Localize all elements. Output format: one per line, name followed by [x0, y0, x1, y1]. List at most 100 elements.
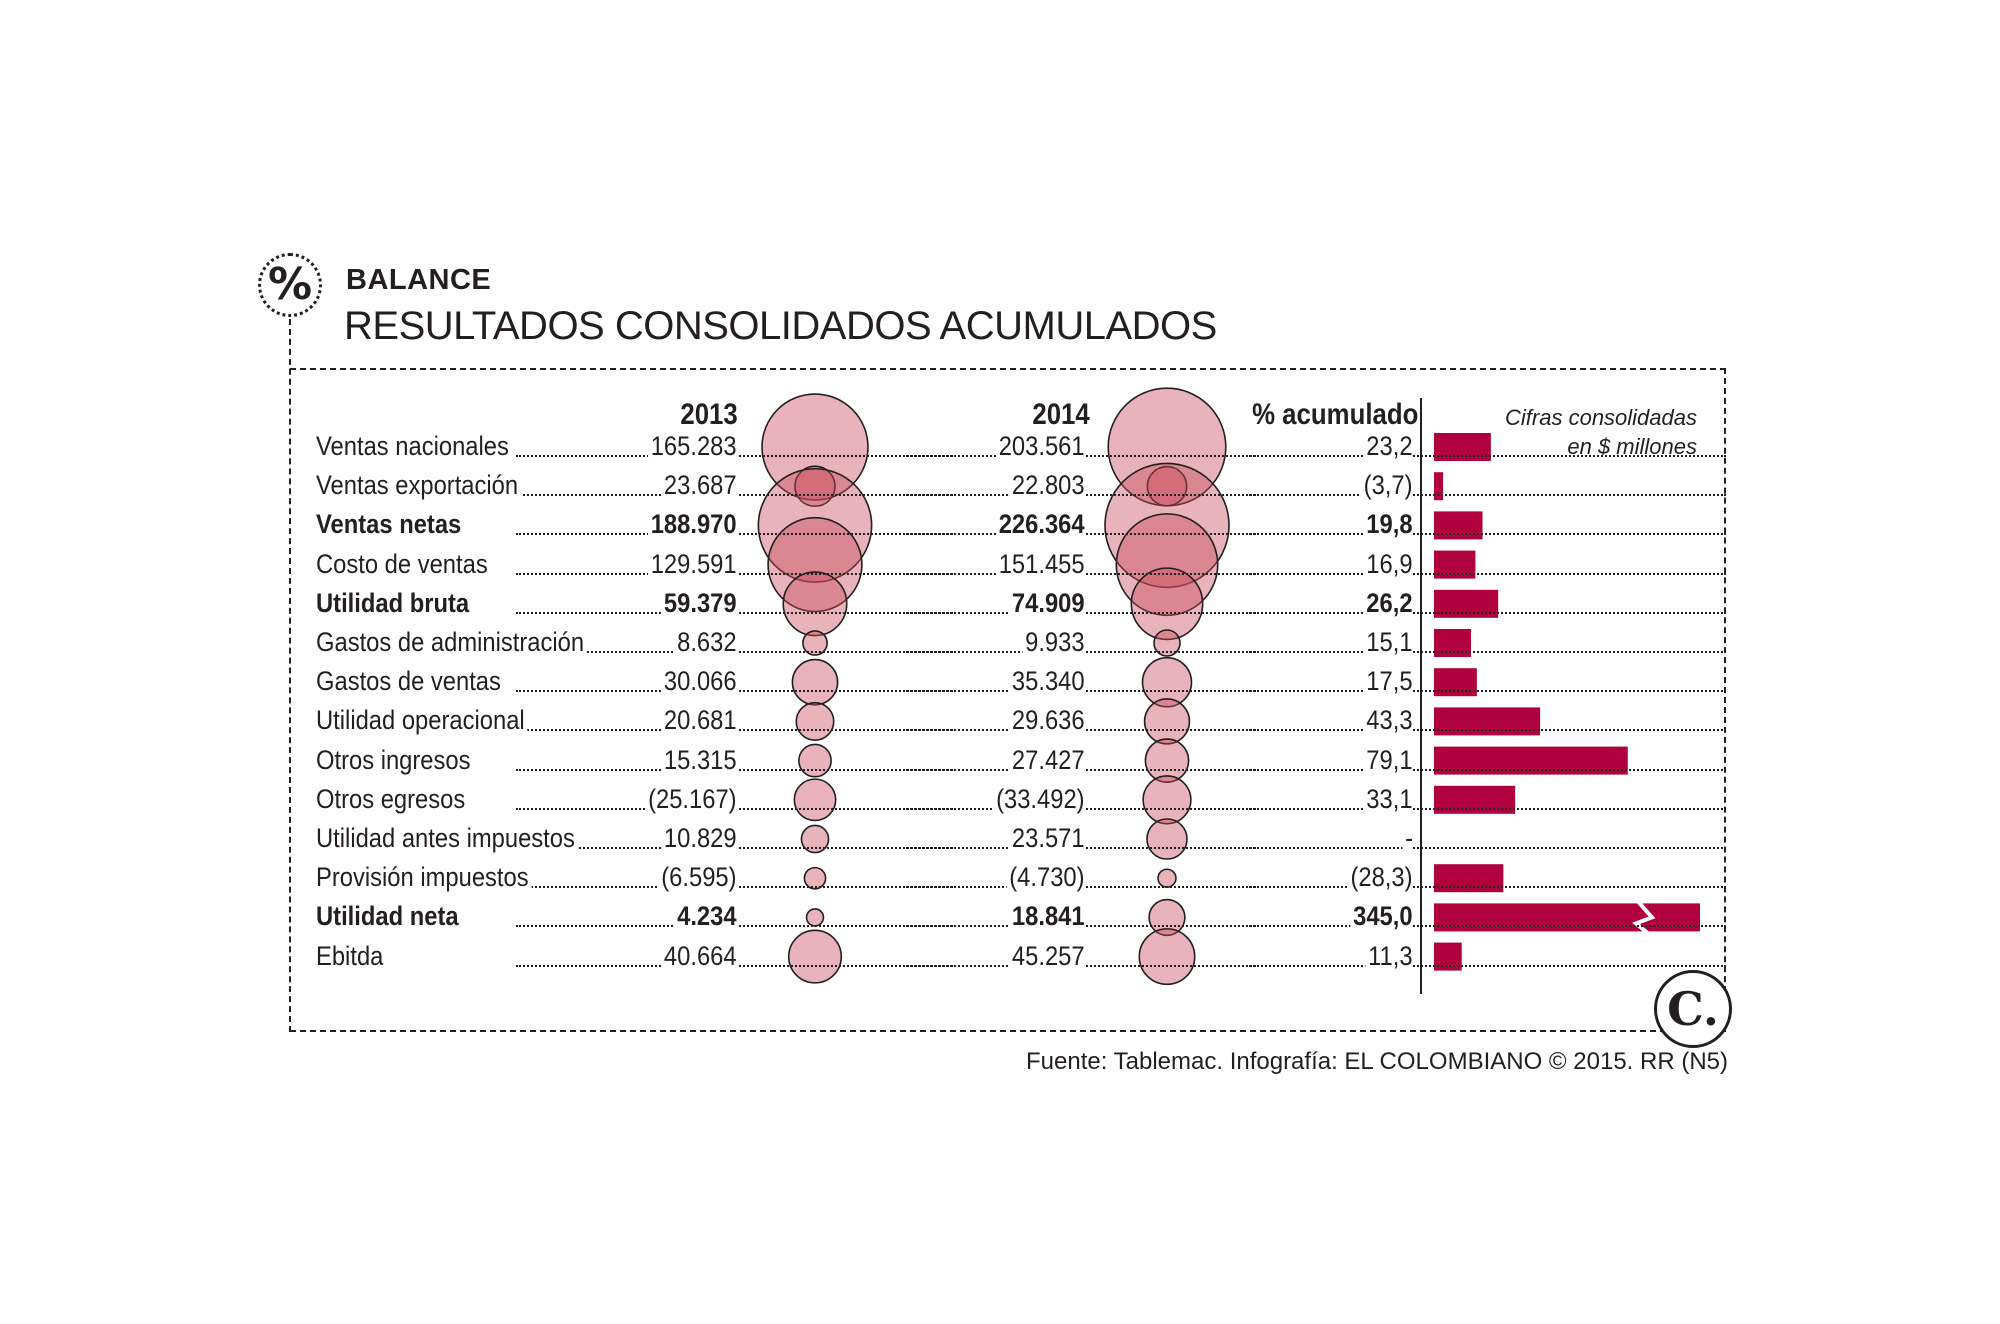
- leader-dots: [1246, 964, 1726, 967]
- el-colombiano-logo: C.: [1654, 970, 1732, 1048]
- units-note: Cifras consolidadas en $ millones: [1505, 403, 1697, 461]
- value-pct: (3,7): [1361, 470, 1413, 502]
- value-2014: 226.364: [996, 509, 1085, 541]
- table-row: Ebitda 40.664 45.257 11,3: [316, 940, 1726, 977]
- table-row: Costo de ventas 129.591 151.455 16,9: [316, 548, 1726, 585]
- header-2013: 2013: [680, 398, 738, 431]
- table-row: Provisión impuestos (6.595) (4.730) (28,3): [316, 862, 1726, 898]
- section-kicker: BALANCE: [346, 264, 492, 296]
- value-pct: 19,8: [1364, 509, 1413, 541]
- value-2013: 59.379: [661, 587, 737, 619]
- leader-dots: [1246, 494, 1726, 497]
- leader-dots: [1246, 925, 1726, 928]
- row-label: Utilidad bruta: [316, 587, 472, 619]
- row-label: Ventas nacionales: [316, 431, 512, 462]
- value-pct: 26,2: [1364, 587, 1413, 619]
- value-2013: 40.664: [661, 940, 737, 972]
- logo-letter: C.: [1667, 982, 1719, 1036]
- row-label: Costo de ventas: [316, 548, 491, 580]
- header-pct-acumulado: % acumulado: [1251, 398, 1418, 431]
- value-2014: (4.730): [1007, 862, 1085, 894]
- value-pct: 11,3: [1365, 940, 1413, 972]
- value-2014: 27.427: [1009, 744, 1085, 776]
- leader-dots: [1246, 729, 1726, 732]
- value-2013: (25.167): [645, 783, 737, 815]
- value-pct: 17,5: [1364, 666, 1413, 698]
- table-row: Otros egresos (25.167) (33.492) 33,1: [316, 783, 1726, 820]
- row-label: Gastos de administración: [316, 627, 587, 658]
- value-2014: (33.492): [993, 783, 1085, 815]
- leader-dots: [1246, 533, 1726, 536]
- table-row: Otros ingresos 15.315 27.427 79,1: [316, 744, 1726, 781]
- table-row: Utilidad bruta 59.379 74.909 26,2: [316, 587, 1726, 624]
- table-row: Utilidad neta 4.234 18.841 345,0: [316, 901, 1726, 937]
- source-credit: Fuente: Tablemac. Infografía: EL COLOMBI…: [1026, 1048, 1728, 1075]
- leader-dots: [1246, 807, 1726, 810]
- value-2013: 10.829: [661, 823, 737, 854]
- leader-dots: [1246, 847, 1726, 849]
- leader-dots: [1246, 886, 1726, 889]
- value-2014: 35.340: [1009, 666, 1085, 698]
- value-2013: 165.283: [648, 431, 737, 462]
- row-label: Gastos de ventas: [316, 666, 504, 698]
- row-label: Ventas exportación: [316, 470, 521, 502]
- frame-left-edge: [289, 319, 291, 1032]
- leader-dots: [1246, 455, 1726, 457]
- value-pct: -: [1402, 823, 1413, 854]
- value-pct: 23,2: [1364, 431, 1413, 462]
- table-row: Gastos de ventas 30.066 35.340 17,5: [316, 666, 1726, 702]
- leader-dots: [1246, 690, 1726, 693]
- value-pct: 15,1: [1364, 627, 1413, 658]
- value-pct: 43,3: [1364, 705, 1413, 737]
- value-2013: 15.315: [661, 744, 737, 776]
- value-2014: 18.841: [1009, 901, 1085, 933]
- value-pct: 345,0: [1350, 901, 1413, 933]
- value-pct: 79,1: [1364, 744, 1413, 776]
- value-2013: 4.234: [674, 901, 737, 933]
- value-pct: (28,3): [1348, 862, 1413, 894]
- value-2014: 29.636: [1009, 705, 1085, 737]
- table-row: Utilidad antes impuestos 10.829 23.571 -: [316, 823, 1726, 859]
- value-pct: 16,9: [1364, 548, 1413, 580]
- value-2013: 188.970: [648, 509, 737, 541]
- value-2014: 9.933: [1022, 627, 1085, 658]
- row-label: Otros egresos: [316, 783, 468, 815]
- row-label: Utilidad operacional: [316, 705, 528, 737]
- table-row: Ventas exportación 23.687 22.803 (3,7): [316, 470, 1726, 506]
- table-frame: [290, 368, 1726, 1032]
- row-label: Otros ingresos: [316, 744, 474, 776]
- row-label: Utilidad neta: [316, 901, 462, 933]
- row-label: Utilidad antes impuestos: [316, 823, 578, 854]
- value-2013: 30.066: [661, 666, 737, 698]
- leader-dots: [1246, 651, 1726, 653]
- table-row: Ventas nacionales 165.283 203.561 23,2: [316, 431, 1726, 467]
- value-pct: 33,1: [1364, 783, 1413, 815]
- value-2014: 74.909: [1009, 587, 1085, 619]
- table-row: Gastos de administración 8.632 9.933 15,1: [316, 627, 1726, 663]
- infographic-title: RESULTADOS CONSOLIDADOS ACUMULADOS: [344, 304, 1217, 348]
- value-2014: 22.803: [1009, 470, 1085, 502]
- value-2013: 8.632: [674, 627, 737, 658]
- units-note-line1: Cifras consolidadas: [1505, 405, 1697, 430]
- value-2013: 23.687: [661, 470, 737, 502]
- row-label: Ventas netas: [316, 509, 464, 541]
- value-2014: 45.257: [1009, 940, 1085, 972]
- row-label: Ebitda: [316, 940, 387, 972]
- units-note-line2: en $ millones: [1567, 434, 1697, 459]
- value-2014: 23.571: [1009, 823, 1085, 854]
- value-2014: 151.455: [996, 548, 1085, 580]
- value-2013: 20.681: [661, 705, 737, 737]
- value-2013: (6.595): [659, 862, 737, 894]
- value-2014: 203.561: [996, 431, 1085, 462]
- value-2013: 129.591: [648, 548, 737, 580]
- leader-dots: [1246, 611, 1726, 614]
- table-row: Utilidad operacional 20.681 29.636 43,3: [316, 705, 1726, 741]
- header-2014: 2014: [1032, 398, 1090, 431]
- row-label: Provisión impuestos: [316, 862, 532, 894]
- leader-dots: [1246, 768, 1726, 771]
- column-separator: [1420, 398, 1422, 994]
- leader-dots: [1246, 572, 1726, 575]
- percent-icon: %: [267, 259, 313, 310]
- table-row: Ventas netas 188.970 226.364 19,8: [316, 509, 1726, 545]
- percent-badge-icon: %: [258, 253, 322, 317]
